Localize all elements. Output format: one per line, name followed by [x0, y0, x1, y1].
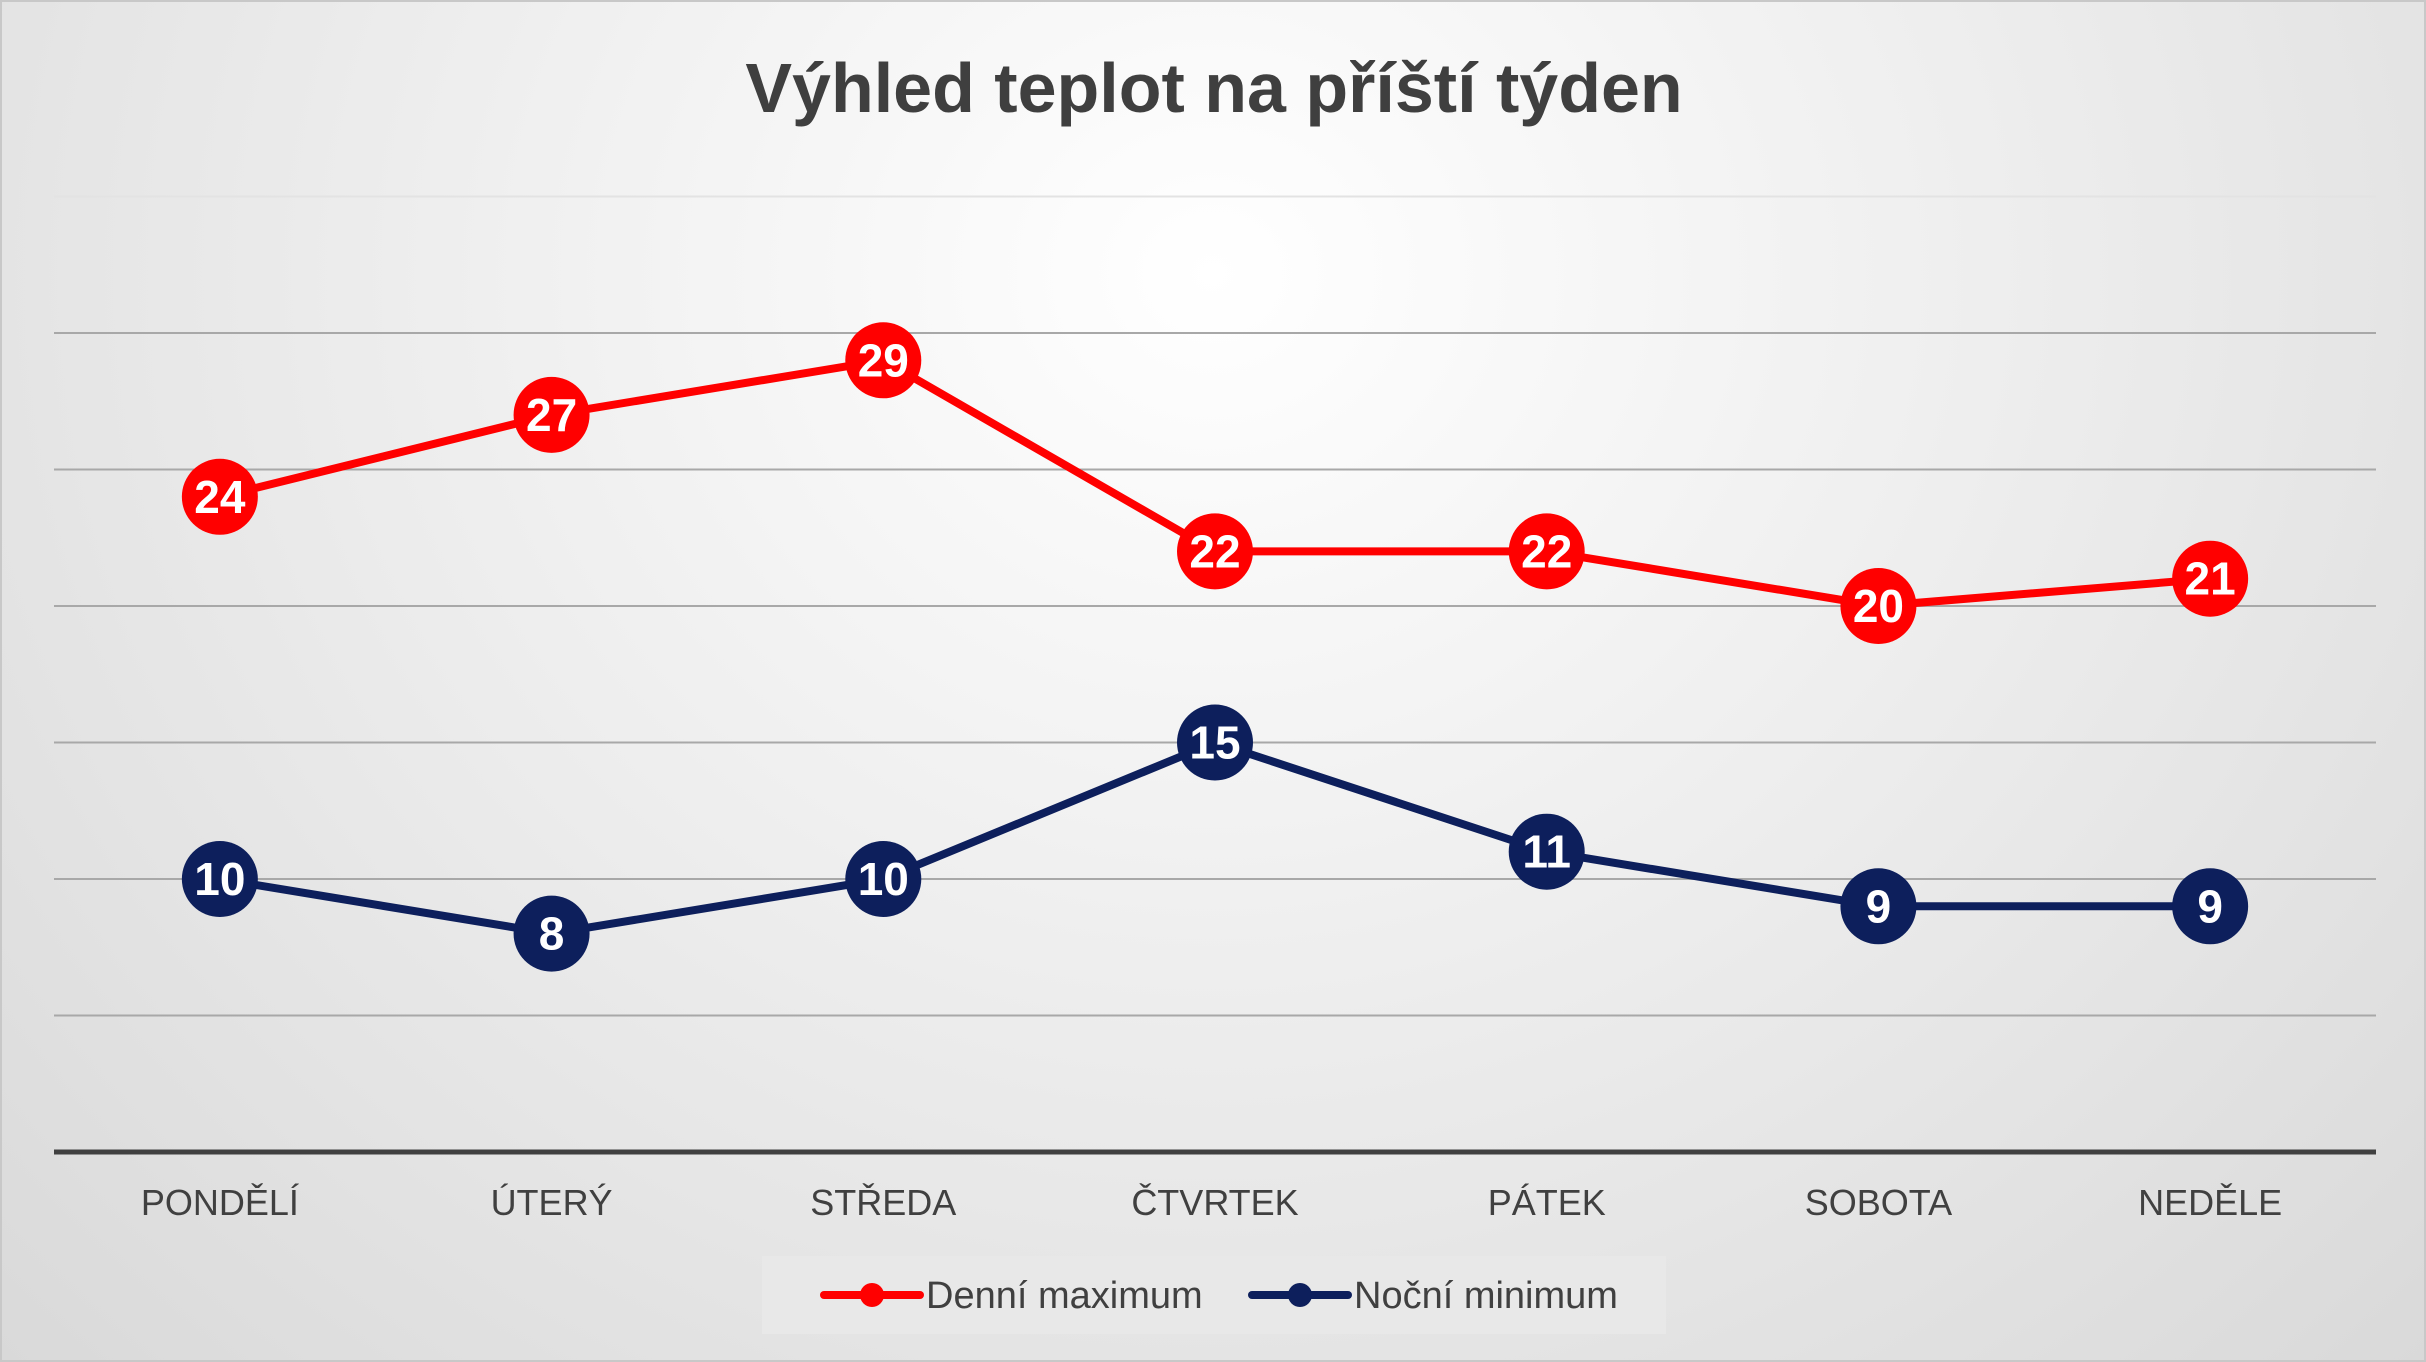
data-point: [845, 841, 922, 917]
data-label: 22: [1189, 525, 1240, 577]
legend-label: Noční minimum: [1354, 1275, 1618, 1317]
chart-title: Výhled teplot na příští týden: [745, 49, 1682, 127]
data-point: [845, 322, 922, 399]
x-tick-label: PÁTEK: [1488, 1182, 1606, 1223]
x-tick-label: PONDĚLÍ: [141, 1182, 299, 1223]
data-point: [1177, 513, 1253, 590]
data-point: [1508, 513, 1585, 590]
data-label: 21: [2185, 553, 2236, 605]
data-label: 29: [858, 334, 909, 386]
data-label: 27: [526, 389, 577, 441]
data-label: 9: [2197, 880, 2223, 932]
data-label: 8: [539, 908, 565, 960]
legend-label: Denní maximum: [926, 1275, 1203, 1317]
data-point: [181, 458, 258, 535]
legend-swatch-marker: [1288, 1283, 1312, 1307]
data-point: [1177, 704, 1253, 781]
data-label: 15: [1189, 717, 1240, 769]
data-point: [2172, 868, 2249, 945]
x-tick-label: ČTVRTEK: [1131, 1182, 1298, 1223]
data-label: 22: [1521, 525, 1572, 577]
data-point: [1840, 568, 1917, 644]
data-point: [2172, 540, 2249, 617]
data-point: [1840, 868, 1917, 945]
legend-swatch-marker: [860, 1283, 884, 1307]
x-tick-label: STŘEDA: [810, 1182, 956, 1223]
x-tick-label: ÚTERÝ: [491, 1182, 613, 1223]
data-point: [181, 841, 258, 917]
data-label: 9: [1866, 880, 1892, 932]
data-label: 24: [194, 471, 246, 523]
data-label: 20: [1853, 580, 1904, 632]
data-point: [513, 376, 590, 453]
data-point: [513, 895, 590, 972]
data-label: 10: [194, 853, 245, 905]
data-label: 10: [858, 853, 909, 905]
data-point: [1508, 813, 1585, 890]
x-tick-label: SOBOTA: [1805, 1182, 1952, 1223]
data-label: 11: [1522, 826, 1571, 878]
x-tick-label: NEDĚLE: [2138, 1182, 2282, 1223]
